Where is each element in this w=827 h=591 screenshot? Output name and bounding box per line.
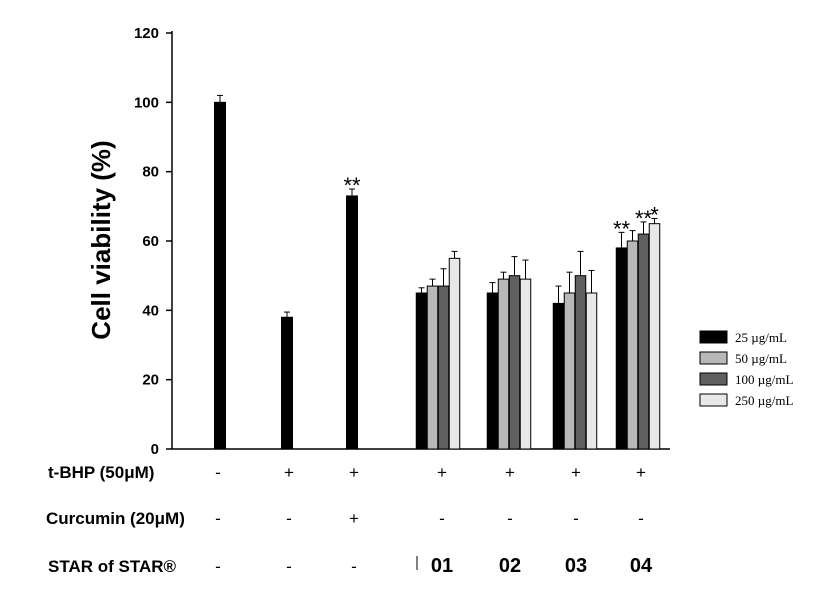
legend-label-100: 100 µg/mL — [735, 372, 793, 387]
bar-02-250 — [519, 278, 532, 450]
row-cell: - — [286, 557, 292, 576]
significance-marker: ** — [635, 206, 653, 231]
y-axis-label: Cell viability (%) — [86, 140, 116, 339]
bar-04-250 — [648, 223, 661, 450]
bar-condition-2 — [281, 316, 293, 450]
row-cell: + — [349, 463, 359, 482]
y-tick-label: 60 — [142, 233, 159, 250]
row-cell: + — [437, 463, 447, 482]
bar-03-100 — [574, 275, 587, 450]
row-cell: - — [638, 509, 644, 528]
row-cell: + — [349, 509, 359, 528]
row-label-1: t-BHP (50μM) — [48, 463, 154, 482]
y-tick-label: 120 — [134, 25, 159, 42]
y-tick-label: 100 — [134, 94, 159, 111]
bar-01-100 — [437, 285, 450, 450]
bar-04-100 — [637, 233, 650, 450]
y-tick-label: 0 — [151, 441, 159, 458]
bar-condition-1 — [214, 101, 226, 450]
bar-02-100 — [508, 275, 521, 450]
row-label-2: Curcumin (20μM) — [46, 509, 185, 528]
legend-label-25: 25 µg/mL — [735, 330, 787, 345]
row-cell: 04 — [630, 555, 653, 577]
row-cell: + — [284, 463, 294, 482]
bar-04-50 — [626, 240, 639, 450]
significance-marker: ** — [613, 216, 631, 241]
bar-03-50 — [563, 292, 576, 450]
row-cell: + — [505, 463, 515, 482]
bar-02-50 — [497, 278, 510, 450]
legend-swatch-250 — [699, 393, 728, 407]
y-tick-label: 20 — [142, 372, 159, 389]
row-cell: 01 — [431, 555, 453, 577]
legend-swatch-50 — [699, 351, 728, 365]
bar-02-25 — [486, 292, 499, 450]
row-label-3: STAR of STAR® — [48, 557, 177, 576]
bar-03-250 — [585, 292, 598, 450]
significance-marker: * — [650, 202, 659, 227]
legend-swatch-25 — [699, 330, 728, 344]
row-cell: + — [571, 463, 581, 482]
significance-marker: ** — [343, 173, 361, 198]
bar-04-25 — [615, 247, 628, 450]
legend-label-50: 50 µg/mL — [735, 351, 787, 366]
bar-condition-3 — [346, 195, 358, 450]
row-cell: - — [507, 509, 513, 528]
y-tick-label: 40 — [142, 302, 159, 319]
row-cell: 03 — [565, 555, 587, 577]
bars: **** *** — [214, 94, 661, 450]
row-cell: - — [215, 463, 221, 482]
row-cell: - — [573, 509, 579, 528]
row-cell: 02 — [499, 555, 521, 577]
legend-swatch-100 — [699, 372, 728, 386]
y-tick-label: 80 — [142, 164, 159, 181]
row-cell: - — [215, 509, 221, 528]
y-ticks: 0 20 40 60 80 100 120 — [134, 25, 172, 458]
treatment-table: t-BHP (50μM) - + + + + + + Curcumin (20μM) - - + - - -… — [46, 463, 653, 577]
legend-label-250: 250 µg/mL — [735, 393, 793, 408]
bar-03-25 — [552, 302, 565, 450]
row-cell: + — [636, 463, 646, 482]
row-cell: - — [215, 557, 221, 576]
legend: 25 µg/mL 50 µg/mL 100 µg/mL 250 µg/mL — [699, 330, 793, 408]
bar-01-50 — [426, 285, 439, 450]
row-cell: - — [286, 509, 292, 528]
row-cell: - — [439, 509, 445, 528]
bar-01-25 — [415, 292, 428, 450]
bar-01-250 — [448, 257, 461, 450]
row-cell: - — [351, 557, 357, 576]
